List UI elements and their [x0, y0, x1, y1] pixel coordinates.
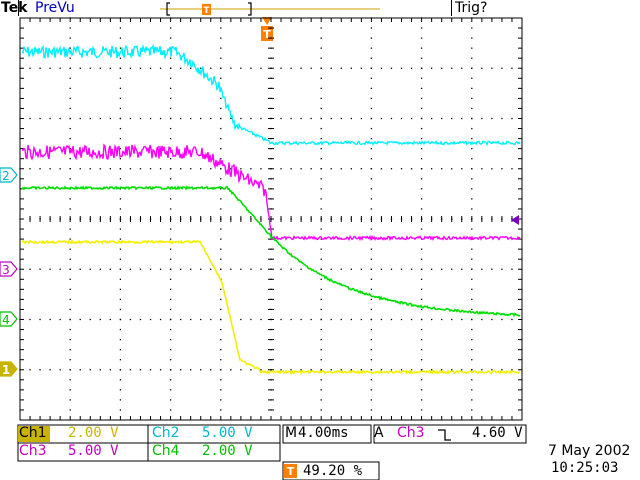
ch2-scale[interactable]: 5.00 V — [202, 425, 253, 441]
ch3-scale[interactable]: 5.00 V — [68, 443, 119, 459]
svg-text:4: 4 — [2, 313, 10, 327]
ch2-waveform — [21, 43, 521, 147]
svg-text:T: T — [287, 465, 295, 478]
falling-edge-icon — [438, 429, 451, 441]
graticule — [19, 17, 522, 420]
ch4-waveform — [21, 185, 521, 318]
trigger-level-icon[interactable] — [511, 215, 519, 225]
trigger-mode[interactable]: A — [374, 425, 384, 441]
svg-text:1: 1 — [2, 363, 10, 377]
acquisition-status: PreVu — [35, 0, 75, 16]
brand-label: Tek — [1, 0, 28, 16]
ch3-label[interactable]: Ch3 — [19, 443, 47, 459]
ch4-label[interactable]: Ch4 — [152, 443, 180, 459]
date-label: 7 May 2002 — [548, 443, 631, 459]
ch3-ground-marker[interactable]: 3 — [0, 261, 18, 277]
timebase-value[interactable]: 4.00ms — [298, 425, 349, 441]
trigger-position-value[interactable]: 49.20 % — [303, 463, 363, 479]
ch2-ground-marker[interactable]: 2 — [0, 167, 18, 183]
record-bar: T — [160, 2, 380, 16]
trigger-position-icon[interactable]: T — [261, 17, 273, 41]
svg-text:T: T — [203, 6, 210, 16]
trigger-position-box-icon — [284, 464, 297, 478]
svg-text:2: 2 — [2, 169, 10, 183]
timebase-prefix: M — [285, 425, 298, 441]
record-trigger-icon — [202, 4, 211, 15]
ch4-ground-marker[interactable]: 4 — [0, 311, 18, 327]
trigger-status: Trig? — [455, 0, 488, 16]
ch1-scale[interactable]: 2.00 V — [68, 425, 119, 441]
svg-text:3: 3 — [2, 263, 10, 277]
ch3-waveform — [21, 143, 521, 242]
trigger-source[interactable]: Ch3 — [397, 425, 425, 441]
ch1-label[interactable]: Ch1 — [19, 425, 47, 441]
ch2-label[interactable]: Ch2 — [152, 425, 180, 441]
time-label: 10:25:03 — [551, 460, 619, 476]
ch4-scale[interactable]: 2.00 V — [202, 443, 253, 459]
waveforms — [21, 43, 521, 375]
svg-text:T: T — [263, 28, 271, 41]
trigger-level[interactable]: 4.60 V — [472, 425, 523, 441]
ch1-waveform — [21, 239, 521, 375]
ch1-ground-marker[interactable]: 1 — [0, 361, 18, 377]
